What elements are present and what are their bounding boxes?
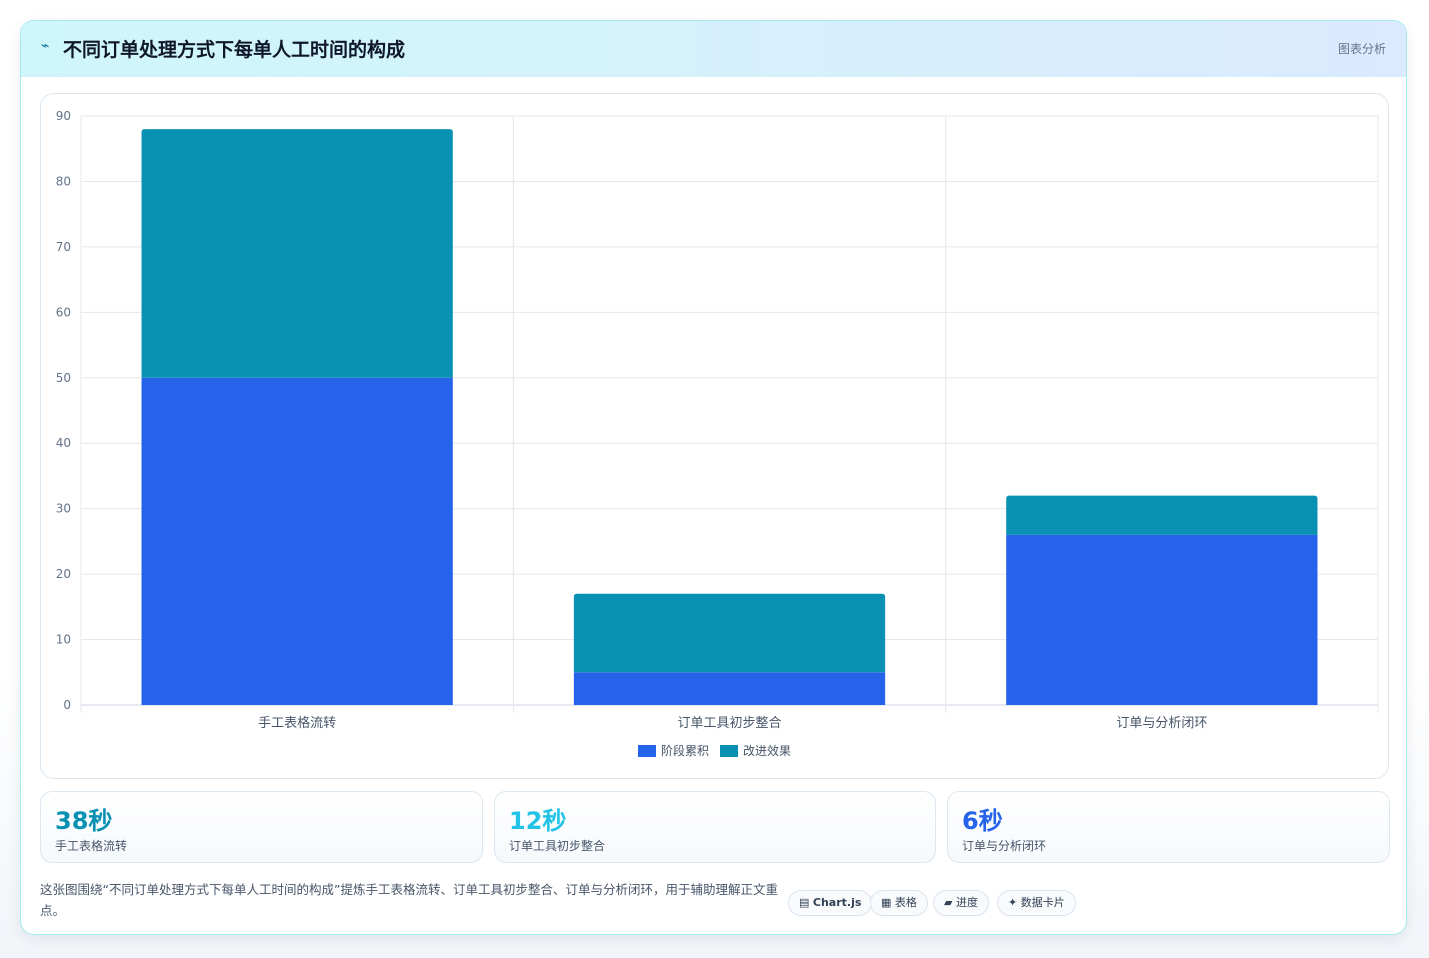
bar-segment bbox=[141, 377, 453, 705]
chip-progress[interactable]: ▰ 进度 bbox=[933, 890, 989, 916]
chart-container: 0 10 20 30 40 50 60 70 80 90 手工表格流转 订单工具初步整合 订单与分析闭环… bbox=[40, 93, 1389, 779]
stacked-bar-chart: 0 10 20 30 40 50 60 70 80 90 手工表格流转 订单工具初步整合 订单与分析闭环… bbox=[56, 109, 1379, 758]
progress-icon: ▰ bbox=[944, 896, 953, 909]
y-tick-label: 70 bbox=[56, 240, 71, 254]
bar-segment bbox=[573, 672, 886, 705]
y-tick-label: 30 bbox=[56, 502, 71, 516]
y-tick-label: 50 bbox=[56, 371, 71, 385]
chart-description: 这张图围绕“不同订单处理方式下每单人工时间的构成”提炼手工表格流转、订单工具初步… bbox=[40, 882, 778, 918]
legend-label: 改进效果 bbox=[743, 743, 791, 758]
chip-label: 表格 bbox=[894, 896, 917, 909]
table-icon: ▦ bbox=[881, 896, 892, 909]
bar-segment bbox=[1006, 495, 1318, 535]
x-tick-label: 订单工具初步整合 bbox=[677, 716, 781, 731]
stat-card-tool: 12秒 订单工具初步整合 bbox=[494, 791, 936, 863]
stat-value: 6秒 bbox=[962, 807, 1003, 835]
x-tick-label: 订单与分析闭环 bbox=[1116, 716, 1207, 731]
stat-value: 38秒 bbox=[55, 807, 113, 835]
chart-card: ⌁ 不同订单处理方式下每单人工时间的构成 图表分析 0 10 20 30 40 50 60 7… bbox=[20, 20, 1407, 935]
stat-card-loop: 6秒 订单与分析闭环 bbox=[947, 791, 1390, 863]
legend-swatch bbox=[638, 745, 656, 757]
y-tick-label: 40 bbox=[56, 436, 71, 450]
chip-label: Chart.js bbox=[812, 896, 862, 909]
chart-analysis-tag: 图表分析 bbox=[1337, 42, 1386, 56]
card-header: ⌁ 不同订单处理方式下每单人工时间的构成 图表分析 bbox=[21, 21, 1406, 77]
stat-label: 订单工具初步整合 bbox=[509, 839, 606, 853]
bar-segment bbox=[141, 129, 453, 378]
stat-card-manual: 38秒 手工表格流转 bbox=[40, 791, 483, 863]
x-tick-label: 手工表格流转 bbox=[258, 715, 336, 731]
bar-segment bbox=[573, 593, 886, 673]
y-tick-label: 20 bbox=[56, 567, 71, 581]
chip-label: 数据卡片 bbox=[1020, 896, 1065, 909]
y-tick-label: 90 bbox=[56, 109, 71, 123]
chip-chartjs[interactable]: ▤ Chart.js bbox=[788, 890, 873, 916]
legend-swatch bbox=[720, 745, 738, 757]
chart-icon: ⌁ bbox=[41, 38, 50, 54]
sparkle-icon: ✦ bbox=[1008, 896, 1018, 909]
stat-value: 12秒 bbox=[509, 807, 567, 835]
y-tick-label: 10 bbox=[56, 633, 71, 647]
bar-segment bbox=[1006, 534, 1318, 705]
y-tick-label: 0 bbox=[63, 698, 71, 712]
chip-data-card[interactable]: ✦ 数据卡片 bbox=[997, 890, 1076, 916]
stat-label: 手工表格流转 bbox=[55, 839, 128, 853]
chart-icon: ▤ bbox=[799, 896, 810, 909]
y-tick-label: 80 bbox=[56, 174, 71, 188]
legend-label: 阶段累积 bbox=[661, 743, 709, 758]
stat-label: 订单与分析闭环 bbox=[962, 839, 1047, 853]
card-title: 不同订单处理方式下每单人工时间的构成 bbox=[63, 39, 406, 61]
chip-label: 进度 bbox=[955, 896, 978, 909]
y-tick-label: 60 bbox=[56, 305, 71, 319]
chip-table[interactable]: ▦ 表格 bbox=[870, 890, 928, 916]
